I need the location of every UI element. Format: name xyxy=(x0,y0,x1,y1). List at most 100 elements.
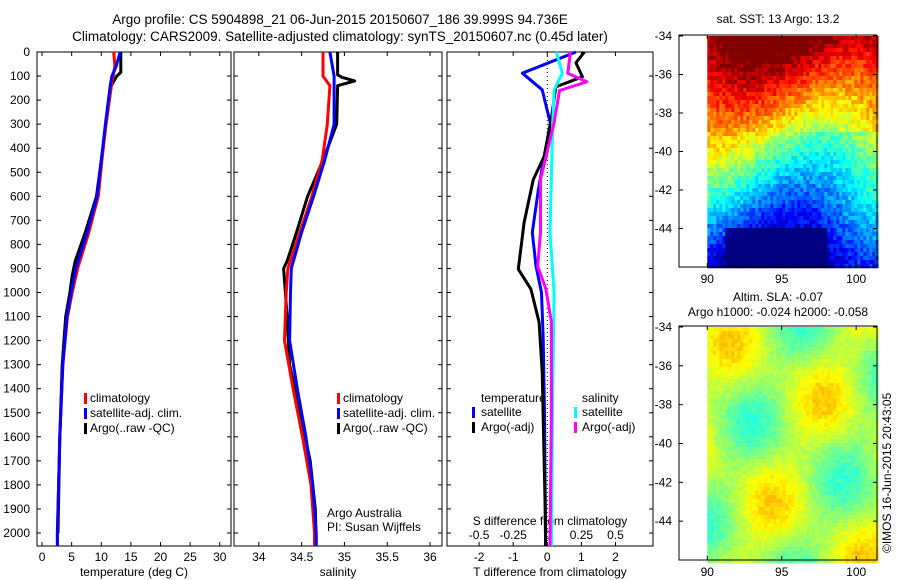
map-cell xyxy=(770,160,774,165)
map-cell xyxy=(806,355,810,360)
map-cell xyxy=(818,343,822,348)
map-cell xyxy=(866,371,870,376)
map-cell xyxy=(755,379,759,384)
map-cell xyxy=(803,423,807,428)
map-cell xyxy=(749,152,753,157)
map-cell xyxy=(842,196,846,201)
map-cell xyxy=(713,419,717,424)
map-cell xyxy=(851,172,855,177)
map-cell xyxy=(806,72,810,77)
map-cell xyxy=(839,204,843,209)
map-cell xyxy=(869,44,873,49)
map-cell xyxy=(770,359,774,364)
map-cell xyxy=(872,331,876,336)
map-cell xyxy=(722,355,726,360)
map-cell xyxy=(776,88,780,93)
map-cell xyxy=(806,88,810,93)
map-cell xyxy=(800,176,804,181)
map-cell xyxy=(848,136,852,141)
map-cell xyxy=(728,96,732,101)
map-cell xyxy=(812,76,816,81)
map-cell xyxy=(728,112,732,117)
map-cell xyxy=(719,383,723,388)
map-cell xyxy=(716,80,720,85)
map-cell xyxy=(794,192,798,197)
map-cell xyxy=(821,140,825,145)
map-cell xyxy=(818,256,822,261)
map-cell xyxy=(833,248,837,253)
map-cell xyxy=(761,80,765,85)
map-cell xyxy=(740,72,744,77)
map-cell xyxy=(872,371,876,376)
map-cell xyxy=(719,40,723,45)
map-cell xyxy=(770,52,774,57)
map-cell xyxy=(722,136,726,141)
map-cell xyxy=(743,200,747,205)
y-tick-label: 1600 xyxy=(3,430,30,444)
map-cell xyxy=(785,208,789,213)
map-cell xyxy=(830,120,834,125)
map-cell xyxy=(851,176,855,181)
map-cell xyxy=(824,196,828,201)
map-cell xyxy=(821,80,825,85)
map-cell xyxy=(821,248,825,253)
map-cell xyxy=(761,359,765,364)
map-cell xyxy=(725,212,729,217)
map-cell xyxy=(821,407,825,412)
map-cell xyxy=(869,220,873,225)
map-cell xyxy=(767,220,771,225)
map-cell xyxy=(821,391,825,396)
map-cell xyxy=(728,120,732,125)
map-cell xyxy=(857,184,861,189)
map-cell xyxy=(848,132,852,137)
map-cell xyxy=(782,236,786,241)
map-cell xyxy=(803,112,807,117)
map-cell xyxy=(782,403,786,408)
map-cell xyxy=(806,48,810,53)
map-cell xyxy=(719,212,723,217)
map-cell xyxy=(779,108,783,113)
map-cell xyxy=(866,76,870,81)
map-cell xyxy=(794,232,798,237)
map-cell xyxy=(740,48,744,53)
map-cell xyxy=(710,92,714,97)
map-cell xyxy=(761,132,765,137)
map-cell xyxy=(800,188,804,193)
map-cell xyxy=(764,56,768,61)
map-cell xyxy=(773,132,777,137)
map-cell xyxy=(743,395,747,400)
map-cell xyxy=(803,140,807,145)
map-cell xyxy=(791,228,795,233)
map-cell xyxy=(743,56,747,61)
map-cell xyxy=(776,415,780,420)
map-cell xyxy=(863,188,867,193)
map-cell xyxy=(803,100,807,105)
map-cell xyxy=(746,68,750,73)
map-cell xyxy=(752,375,756,380)
map-cell xyxy=(728,208,732,213)
map-cell xyxy=(749,204,753,209)
map-cell xyxy=(833,327,837,332)
map-cell xyxy=(734,48,738,53)
map-cell xyxy=(797,403,801,408)
map-cell xyxy=(794,403,798,408)
map-cell xyxy=(863,248,867,253)
map-cell xyxy=(776,264,780,269)
map-cell xyxy=(827,208,831,213)
map-cell xyxy=(776,212,780,217)
map-cell xyxy=(809,104,813,109)
map-cell xyxy=(719,343,723,348)
map-cell xyxy=(710,395,714,400)
map-cell xyxy=(845,64,849,69)
x-tick-label: 34.5 xyxy=(290,550,314,564)
map-cell xyxy=(812,220,816,225)
map-cell xyxy=(824,88,828,93)
map-cell xyxy=(707,403,711,408)
map-cell xyxy=(758,244,762,249)
map-cell xyxy=(863,176,867,181)
map-cell xyxy=(797,411,801,416)
map-cell xyxy=(854,96,858,101)
map-cell xyxy=(767,371,771,376)
map-cell xyxy=(752,108,756,113)
map-cell xyxy=(737,164,741,169)
